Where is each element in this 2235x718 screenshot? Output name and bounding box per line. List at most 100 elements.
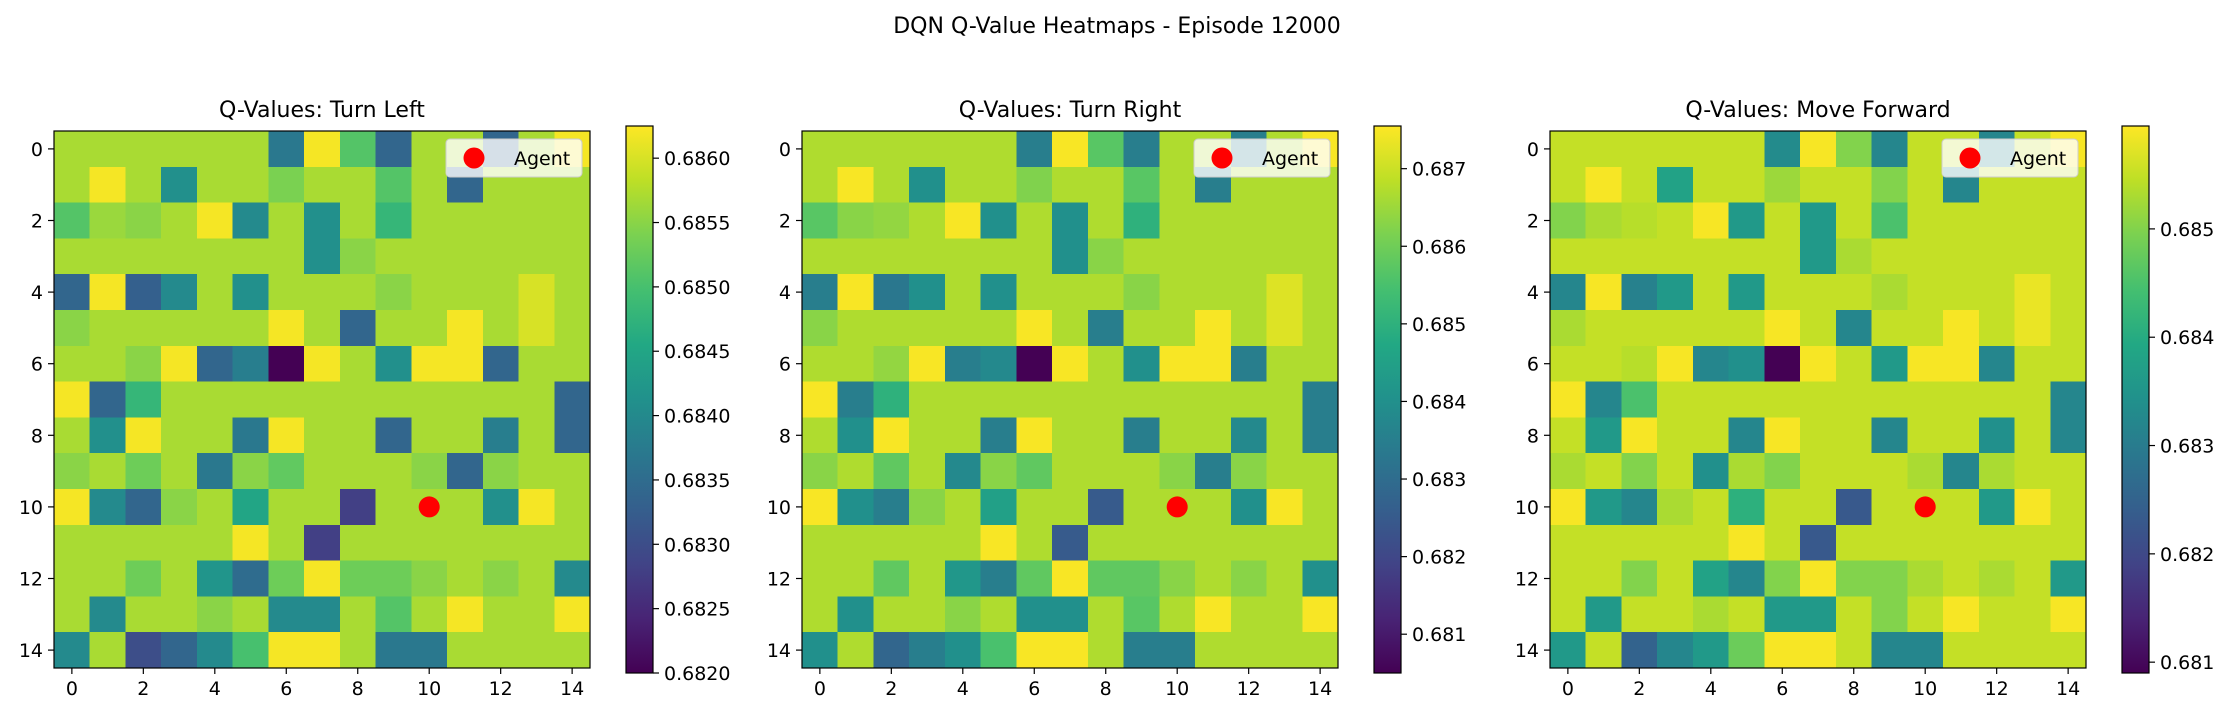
colorbar-tick-label: 0.682	[1412, 547, 1466, 569]
heatmap-cell	[1835, 310, 1873, 347]
heatmap-cell	[1621, 524, 1658, 562]
heatmap-cell	[125, 560, 162, 597]
heatmap-cell	[909, 381, 946, 418]
heatmap-cell	[54, 632, 91, 669]
heatmap-cell	[1800, 238, 1837, 275]
heatmap-cell	[1266, 345, 1303, 383]
heatmap-cell	[1052, 381, 1089, 418]
heatmap-cell	[1052, 596, 1089, 633]
heatmap-cell	[339, 274, 377, 311]
heatmap-cell	[1230, 345, 1268, 383]
heatmap-cell	[944, 202, 982, 239]
heatmap-cell	[411, 524, 448, 562]
y-tick-label: 4	[779, 282, 791, 304]
heatmap-cell	[1087, 381, 1125, 418]
heatmap-cell	[1943, 274, 1980, 311]
heatmap-cell	[1266, 632, 1303, 669]
legend-box	[1193, 138, 1331, 178]
heatmap-cell	[339, 524, 377, 562]
heatmap-cell	[873, 345, 910, 383]
heatmap-cell	[196, 131, 234, 168]
legend: Agent	[1193, 138, 1331, 178]
colorbar-tick-label: 0.6860	[664, 148, 730, 170]
heatmap-cell	[1943, 524, 1980, 562]
heatmap-cell	[1123, 417, 1160, 454]
heatmap-cell	[1835, 131, 1873, 168]
heatmap-cell	[1159, 381, 1196, 418]
heatmap-cell	[447, 238, 484, 275]
x-tick-label: 12	[1237, 678, 1261, 700]
heatmap-cell	[1016, 310, 1053, 347]
heatmap-cell	[909, 453, 946, 490]
heatmap-cell	[196, 202, 234, 239]
heatmap-cell	[1907, 453, 1944, 490]
heatmap-cell	[1550, 310, 1587, 347]
heatmap-cell	[802, 202, 839, 239]
heatmap-cell	[54, 310, 91, 347]
heatmap-cell	[196, 166, 234, 204]
heatmap-cell	[1728, 524, 1765, 562]
heatmap-cell	[54, 524, 91, 562]
heatmap-cell	[873, 310, 910, 347]
heatmap-cell	[375, 202, 412, 239]
heatmap-cell	[1266, 489, 1303, 526]
heatmap-cell	[1657, 274, 1694, 311]
heatmap-cell	[232, 238, 269, 275]
heatmap-cell	[1266, 202, 1303, 239]
heatmap-cell	[1728, 417, 1765, 454]
heatmap-cell	[1585, 274, 1623, 311]
heatmap-cell	[125, 489, 162, 526]
heatmap-cell	[1159, 524, 1196, 562]
x-tick-label: 6	[280, 678, 292, 700]
heatmap-cell	[1195, 310, 1232, 347]
colorbar: 0.681 0.682 0.683 0.684 0.685 0.686 0.687	[1373, 125, 1466, 674]
heatmap-cell	[375, 489, 412, 526]
heatmap-cell	[411, 632, 448, 669]
heatmap-cell	[837, 596, 875, 633]
heatmap-cell	[554, 524, 591, 562]
heatmap-cell	[482, 417, 520, 454]
colorbar-tick-label: 0.686	[1412, 236, 1466, 258]
heatmap-cell	[944, 489, 982, 526]
heatmap-cell	[1052, 524, 1089, 562]
heatmap-cell	[554, 560, 591, 597]
heatmap-cell	[1621, 274, 1658, 311]
heatmap-cell	[1978, 310, 2016, 347]
heatmap-cell	[232, 560, 269, 597]
heatmap-cell	[1764, 202, 1801, 239]
heatmap-cell	[1016, 166, 1053, 204]
x-tick-label: 12	[489, 678, 513, 700]
heatmap-cell	[1835, 381, 1873, 418]
heatmap-cell	[304, 453, 341, 490]
heatmap-cell	[1978, 274, 2016, 311]
heatmap-cell	[89, 274, 127, 311]
heatmap-cell	[1621, 560, 1658, 597]
heatmap-cell	[447, 345, 484, 383]
heatmap-cell	[1764, 310, 1801, 347]
heatmap-cell	[268, 131, 305, 168]
heatmap-cell	[909, 489, 946, 526]
heatmap-cell	[2014, 274, 2051, 311]
colorbar-tick-label: 0.681	[1412, 624, 1466, 646]
x-tick-label: 0	[1562, 678, 1574, 700]
heatmap-cell	[802, 310, 839, 347]
heatmap-cell	[1230, 489, 1268, 526]
heatmap-cell	[89, 417, 127, 454]
x-tick-label: 6	[1028, 678, 1040, 700]
heatmap-cell	[232, 345, 269, 383]
heatmap-cell	[304, 417, 341, 454]
legend-box	[1941, 138, 2079, 178]
heatmap-cell	[1052, 453, 1089, 490]
heatmap-cell	[837, 274, 875, 311]
heatmap-cell	[873, 274, 910, 311]
heatmap-cell	[339, 596, 377, 633]
heatmap-cell	[1087, 489, 1125, 526]
heatmap-cell	[89, 632, 127, 669]
y-tick-label: 8	[1527, 425, 1539, 447]
heatmap-cell	[54, 453, 91, 490]
heatmap-cell	[447, 453, 484, 490]
heatmap-cell	[1052, 166, 1089, 204]
heatmap-cell	[1266, 274, 1303, 311]
heatmap-cell	[909, 238, 946, 275]
heatmap-cell	[1016, 202, 1053, 239]
